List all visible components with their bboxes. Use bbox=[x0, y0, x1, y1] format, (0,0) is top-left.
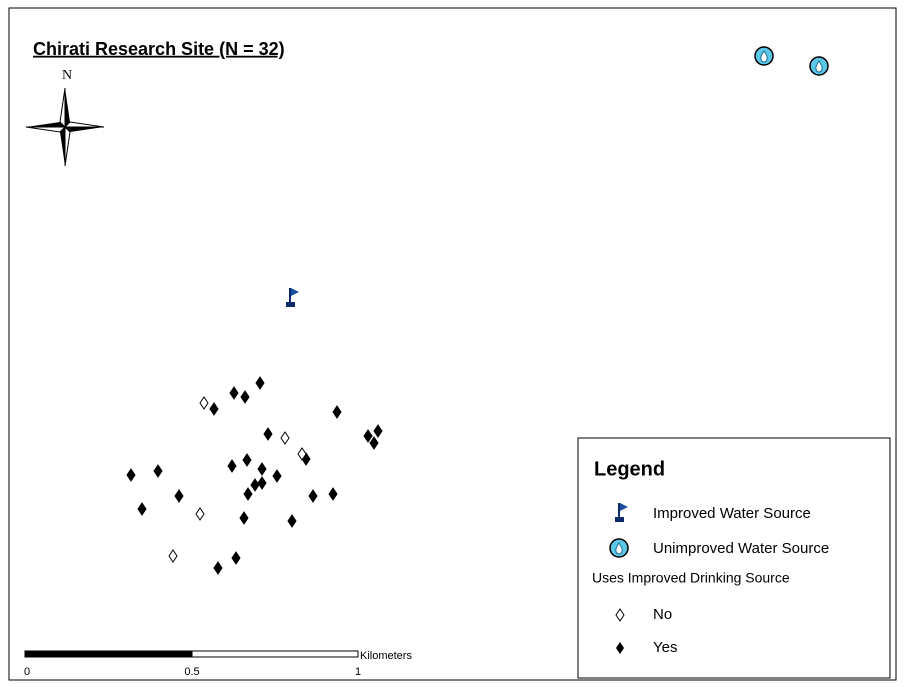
household-yes bbox=[287, 514, 297, 528]
household-no bbox=[168, 549, 178, 563]
household-yes bbox=[242, 453, 252, 467]
scale-label: 1 bbox=[355, 666, 361, 678]
scale-label: 0.5 bbox=[184, 666, 199, 678]
scale-bar: 0 0.5 1 Kilometers bbox=[24, 650, 413, 678]
drop-icon bbox=[815, 60, 823, 73]
household-no bbox=[195, 507, 205, 521]
drop-icon bbox=[615, 542, 623, 555]
household-yes bbox=[231, 551, 241, 565]
legend-entry: No bbox=[653, 606, 672, 623]
north-label: N bbox=[62, 68, 72, 83]
household-yes bbox=[332, 405, 342, 419]
household-yes bbox=[257, 462, 267, 476]
household-yes bbox=[126, 468, 136, 482]
legend-entry: Improved Water Source bbox=[653, 505, 811, 522]
household-no bbox=[199, 396, 209, 410]
household-yes bbox=[257, 476, 267, 490]
household-yes bbox=[363, 429, 373, 443]
household-yes bbox=[308, 489, 318, 503]
unimproved-sources bbox=[754, 46, 829, 76]
household-yes bbox=[255, 376, 265, 390]
household-yes bbox=[229, 386, 239, 400]
household-no bbox=[280, 431, 290, 445]
scale-unit: Kilometers bbox=[360, 650, 412, 662]
legend-entry: Unimproved Water Source bbox=[653, 540, 829, 557]
north-arrow: N bbox=[25, 68, 105, 167]
household-yes bbox=[227, 459, 237, 473]
household-yes bbox=[239, 511, 249, 525]
drop-icon bbox=[760, 50, 768, 63]
improved-source bbox=[286, 288, 299, 307]
legend-title: Legend bbox=[594, 458, 665, 480]
household-yes bbox=[153, 464, 163, 478]
household-yes bbox=[328, 487, 338, 501]
household-yes bbox=[174, 489, 184, 503]
household-yes bbox=[137, 502, 147, 516]
household-yes bbox=[369, 436, 379, 450]
household-yes bbox=[243, 487, 253, 501]
household-no bbox=[297, 447, 307, 461]
households bbox=[126, 376, 383, 575]
household-yes bbox=[272, 469, 282, 483]
scale-label: 0 bbox=[24, 666, 30, 678]
map-title: Chirati Research Site (N = 32) bbox=[33, 39, 285, 59]
legend-entry: Yes bbox=[653, 639, 677, 656]
household-yes bbox=[373, 424, 383, 438]
household-yes bbox=[263, 427, 273, 441]
household-yes bbox=[209, 402, 219, 416]
legend-group-title: Uses Improved Drinking Source bbox=[592, 570, 790, 586]
household-yes bbox=[240, 390, 250, 404]
legend: Legend Improved Water Source Unimproved … bbox=[577, 437, 891, 679]
household-yes bbox=[213, 561, 223, 575]
